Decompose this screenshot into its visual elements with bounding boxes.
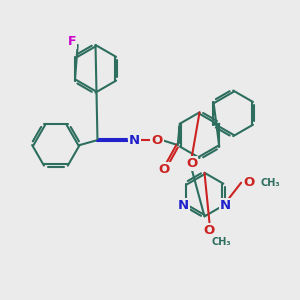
Text: F: F [68, 34, 76, 47]
Text: CH₃: CH₃ [261, 178, 280, 188]
Text: O: O [204, 224, 215, 237]
Text: O: O [158, 163, 169, 176]
Text: CH₃: CH₃ [212, 237, 231, 247]
Text: N: N [178, 199, 189, 212]
Text: O: O [186, 158, 197, 170]
Text: O: O [243, 176, 255, 189]
Text: N: N [220, 199, 231, 212]
Text: N: N [129, 134, 140, 147]
Text: O: O [151, 134, 163, 147]
